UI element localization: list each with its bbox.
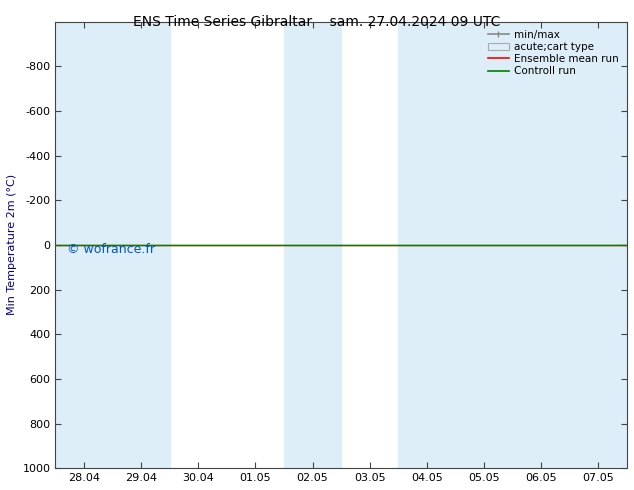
Bar	[112, 22, 170, 468]
Text: ENS Time Series Gibraltar    sam. 27.04.2024 09 UTC: ENS Time Series Gibraltar sam. 27.04.202…	[133, 15, 501, 29]
Bar	[398, 22, 627, 468]
Y-axis label: Min Temperature 2m (°C): Min Temperature 2m (°C)	[7, 174, 17, 316]
Bar	[55, 22, 112, 468]
Bar	[284, 22, 341, 468]
Legend: min/max, acute;cart type, Ensemble mean run, Controll run: min/max, acute;cart type, Ensemble mean …	[485, 27, 622, 79]
Text: © wofrance.fr: © wofrance.fr	[67, 243, 155, 256]
